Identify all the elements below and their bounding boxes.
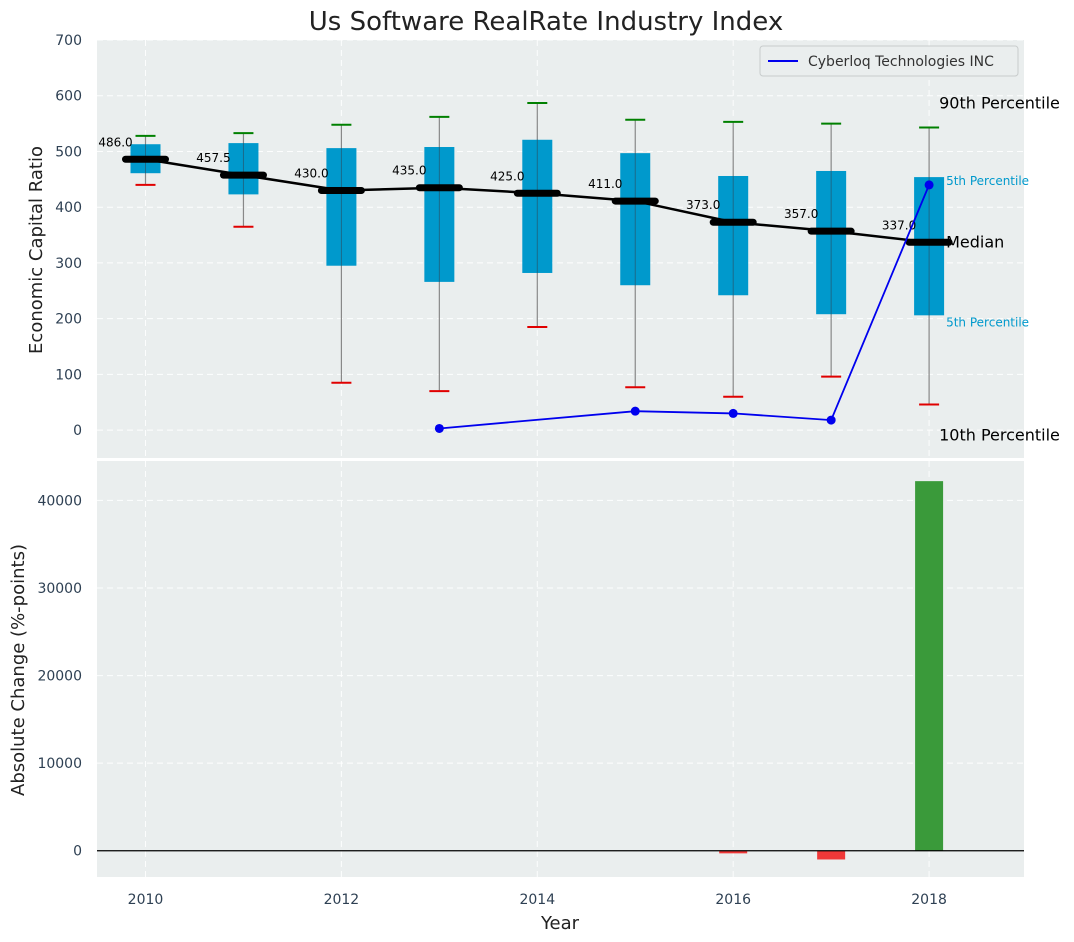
top-y-tick-label: 600 <box>55 89 82 105</box>
median-value-label: 425.0 <box>490 169 524 183</box>
x-tick-label: 2016 <box>715 892 751 908</box>
bottom-y-tick-label: 20000 <box>37 669 82 685</box>
x-tick-label: 2012 <box>324 892 360 908</box>
company-point <box>826 415 836 425</box>
bottom-y-tick-label: 30000 <box>37 581 82 597</box>
bottom-y-tick-label: 40000 <box>37 493 82 509</box>
x-tick-label: 2010 <box>128 892 164 908</box>
top-y-tick-label: 100 <box>55 367 82 383</box>
bottom-y-tick-label: 0 <box>73 844 82 860</box>
top-y-tick-label: 700 <box>55 33 82 49</box>
legend-company-label: Cyberloq Technologies INC <box>808 54 994 70</box>
change-bar <box>817 850 846 860</box>
top-y-axis-label: Economic Capital Ratio <box>26 146 47 354</box>
change-bar <box>719 850 748 854</box>
median-value-label: 373.0 <box>686 198 720 212</box>
median-value-label: 435.0 <box>392 164 426 178</box>
x-axis-label: Year <box>540 913 580 934</box>
top-y-tick-label: 400 <box>55 200 82 216</box>
median-value-label: 337.0 <box>882 218 916 232</box>
company-point <box>630 406 640 416</box>
top-y-tick-label: 500 <box>55 144 82 160</box>
chart-title: Us Software RealRate Industry Index <box>309 7 783 37</box>
top-y-tick-label: 0 <box>73 423 82 439</box>
company-point <box>924 180 934 190</box>
legend: Cyberloq Technologies INC <box>759 45 1019 77</box>
bottom-plot-area <box>97 461 1024 877</box>
top-y-tick-label: 200 <box>55 312 82 328</box>
top-plot-area <box>97 40 1024 458</box>
change-bar <box>915 481 944 851</box>
bottom-y-axis-label: Absolute Change (%-points) <box>8 544 29 796</box>
label-90th-percentile: 90th Percentile <box>939 94 1060 113</box>
label-5th-percentile: 5th Percentile <box>946 315 1029 329</box>
median-value-label: 430.0 <box>294 166 328 180</box>
label-median: Median <box>946 232 1004 251</box>
label-upper-percentile: 5th Percentile <box>946 174 1029 188</box>
median-value-label: 457.5 <box>196 151 230 165</box>
top-y-tick-label: 300 <box>55 256 82 272</box>
median-value-label: 411.0 <box>588 177 622 191</box>
x-tick-label: 2014 <box>519 892 555 908</box>
x-tick-label: 2018 <box>911 892 947 908</box>
median-value-label: 357.0 <box>784 207 818 221</box>
median-value-label: 486.0 <box>98 135 132 149</box>
label-10th-percentile: 10th Percentile <box>939 425 1060 444</box>
bottom-y-tick-label: 10000 <box>37 756 82 772</box>
company-point <box>728 408 738 418</box>
company-point <box>434 423 444 433</box>
